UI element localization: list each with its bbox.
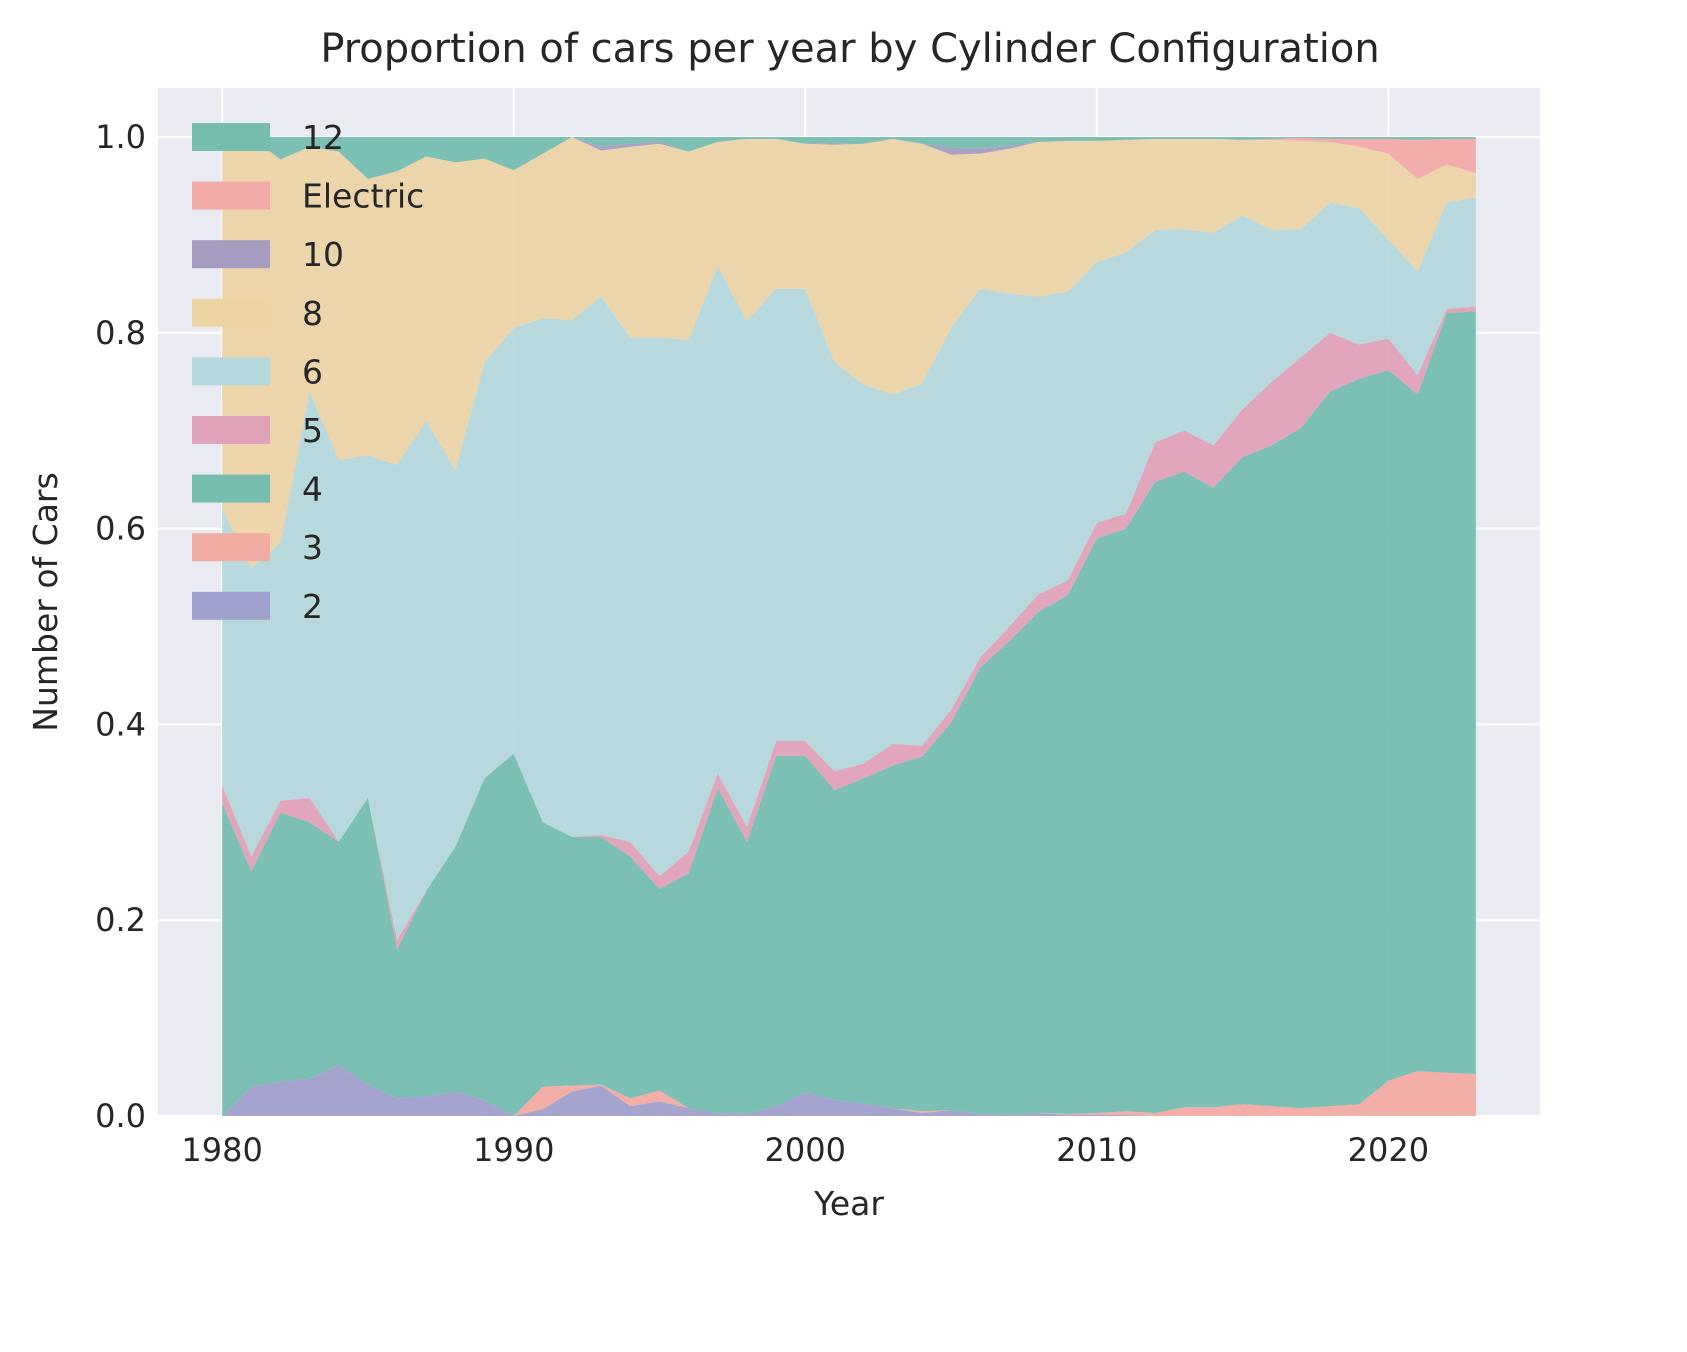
area-series-12: [222, 136, 1476, 180]
y-tick-label: 0.8: [95, 314, 146, 352]
chart-title: Proportion of cars per year by Cylinder …: [320, 26, 1379, 72]
legend-label: 8: [302, 294, 323, 333]
legend-swatch: [192, 474, 270, 503]
x-tick-label: 1990: [473, 1131, 554, 1169]
x-tick-label: 2000: [765, 1131, 846, 1169]
x-axis-label: Year: [813, 1184, 884, 1223]
legend-swatch: [192, 591, 270, 620]
area-series-5: [222, 306, 1476, 950]
area-series-8: [222, 136, 1476, 568]
legend-swatch: [192, 533, 270, 562]
legend-swatch: [192, 123, 270, 151]
area-series-electric: [222, 136, 1476, 180]
legend-label: 4: [302, 470, 323, 509]
legend-label: 12: [302, 118, 344, 157]
legend-label: 6: [302, 352, 323, 391]
legend-label: 3: [302, 528, 323, 567]
ticks: 1980 1990 2000 2010 2020 0.0 0.2 0.4 0.6 0.8 1.0: [95, 118, 1429, 1169]
x-tick-label: 2020: [1348, 1131, 1429, 1169]
areas: [222, 136, 1476, 1116]
legend-label: 2: [302, 587, 323, 626]
legend: 12 Electric 10 8 6 5 4 3 2: [192, 118, 424, 626]
x-tick-label: 2010: [1056, 1131, 1137, 1169]
legend-label: 10: [302, 235, 344, 274]
y-tick-label: 0.6: [95, 510, 146, 548]
y-axis-label: Number of Cars: [26, 472, 65, 731]
area-series-2: [222, 1065, 1476, 1116]
legend-swatch: [192, 357, 270, 386]
legend-swatch: [192, 181, 270, 210]
area-series-4: [222, 311, 1476, 1116]
legend-swatch: [192, 416, 270, 444]
y-tick-label: 0.4: [95, 705, 146, 743]
legend-label: Electric: [302, 177, 424, 216]
legend-swatch: [192, 240, 270, 269]
legend-label: 5: [302, 411, 323, 450]
area-series-3: [222, 1065, 1476, 1116]
y-tick-label: 1.0: [95, 118, 146, 156]
y-tick-label: 0.0: [95, 1097, 146, 1135]
x-tick-label: 1980: [181, 1131, 262, 1169]
legend-swatch: [192, 298, 270, 327]
area-series-6: [222, 197, 1476, 940]
y-tick-label: 0.2: [95, 901, 146, 939]
